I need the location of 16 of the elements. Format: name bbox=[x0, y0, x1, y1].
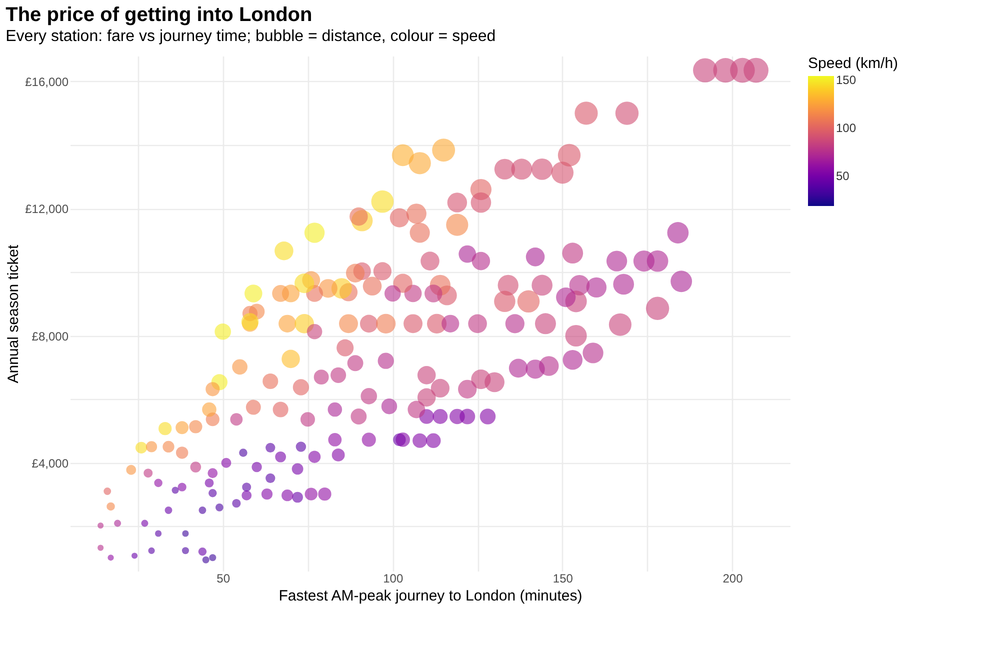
chart-subtitle: Every station: fare vs journey time; bubble = distance, colour = speed bbox=[6, 28, 496, 45]
x-tick-label: 150 bbox=[552, 572, 574, 586]
x-tick-label: 100 bbox=[383, 572, 404, 586]
y-tick-label: £8,000 bbox=[32, 329, 69, 344]
color-bar-label: 50 bbox=[836, 169, 850, 184]
y-tick-label: £16,000 bbox=[25, 74, 69, 89]
y-tick-label: £12,000 bbox=[25, 202, 69, 216]
color-bar-label: 100 bbox=[836, 121, 856, 135]
x-tick-label: 50 bbox=[216, 572, 230, 586]
x-axis-title: Fastest AM-peak journey to London (minutes) bbox=[278, 588, 582, 604]
y-axis-title: Annual season ticket bbox=[5, 244, 22, 384]
color-bar-label: 150 bbox=[836, 72, 856, 87]
x-tick-label: 200 bbox=[722, 572, 744, 586]
legend-title: Speed (km/h) bbox=[808, 55, 898, 72]
y-tick-label: £4,000 bbox=[32, 456, 69, 470]
chart-title: The price of getting into London bbox=[6, 4, 312, 26]
